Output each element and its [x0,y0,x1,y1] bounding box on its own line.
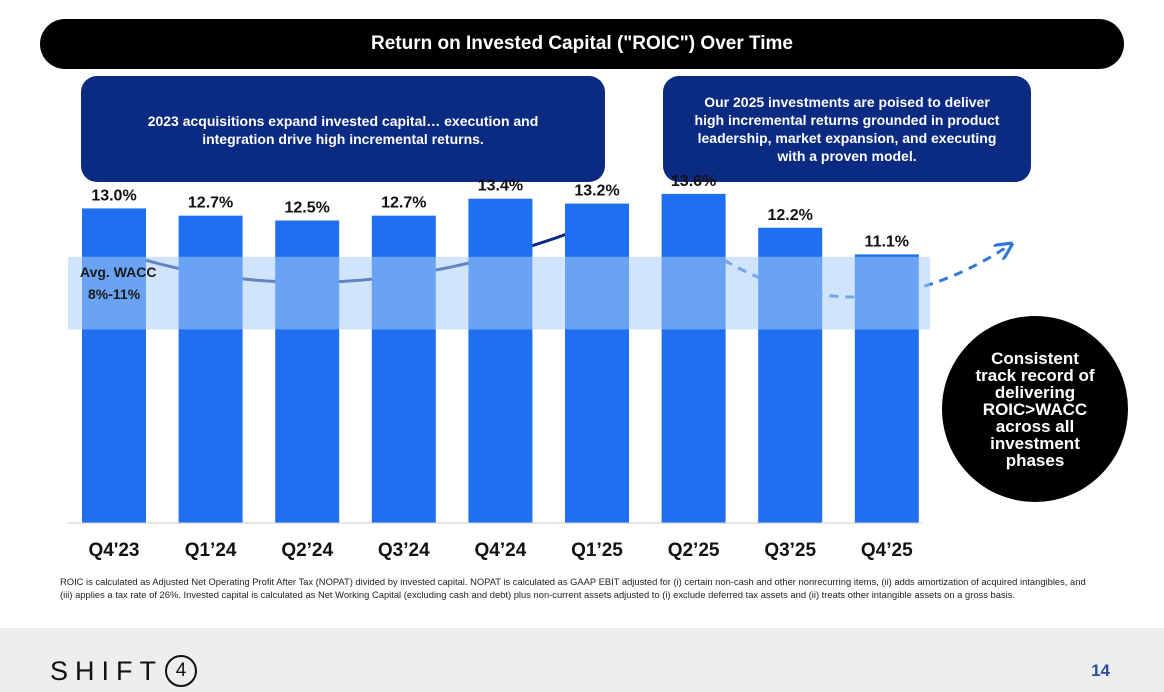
bar-5 [565,203,629,523]
category-label-7: Q3’25 [764,540,816,561]
footnote: ROIC is calculated as Adjusted Net Opera… [60,576,1086,600]
category-label-5: Q1’25 [571,540,623,561]
page-title: Return on Invested Capital ("ROIC") Over… [40,19,1124,69]
category-label-2: Q2’24 [281,540,333,561]
badge-line: investment [990,433,1080,453]
category-label-8: Q4’25 [861,540,913,561]
value-label-8: 11.1% [865,233,909,250]
callout-line: Our 2025 investments are poised to deliv… [704,94,990,110]
category-label-4: Q4’24 [475,540,527,561]
value-label-7: 12.2% [768,207,813,224]
roic-bar-chart: Avg. WACC 8%-11% 13.0% Q4'23 12.7% Q1’24 12.… [68,173,1164,561]
category-label-3: Q3’24 [378,540,430,561]
page-number: 14 [1091,661,1110,680]
wacc-band [68,256,930,330]
value-label-4: 13.4% [478,178,523,195]
value-label-5: 13.2% [574,183,619,200]
wacc-band-range: 8%-11% [88,286,141,302]
badge-line: ROIC>WACC [982,399,1088,419]
callout-line: leadership, market expansion, and execut… [697,130,997,146]
value-label-0: 13.0% [91,187,136,204]
badge-line: track record of [975,365,1095,385]
track-record-badge: Consistent track record of delivering RO… [942,316,1128,502]
category-label-6: Q2’25 [668,540,720,561]
callout-line: integration drive high incremental retur… [202,131,484,147]
badge-line: delivering [994,382,1076,402]
value-label-6: 13.6% [671,173,716,190]
callout-acquisitions: 2023 acquisitions expand invested capita… [81,76,605,182]
shift4-logo: SHIFT 4 [50,653,197,689]
badge-line: Consistent [991,348,1079,368]
bar-6 [661,193,726,523]
category-label-1: Q1’24 [185,540,237,561]
badge-line: across all [995,416,1075,436]
footer [0,628,1164,692]
logo-text: SHIFT [50,655,163,686]
bar-0 [82,208,146,523]
callout-line: 2023 acquisitions expand invested capita… [147,113,539,129]
wacc-band-label: Avg. WACC [80,264,156,280]
category-label-0: Q4'23 [89,540,140,561]
callout-investments: Our 2025 investments are poised to deliv… [663,76,1031,182]
badge-line: phases [1005,450,1065,470]
logo-mark: 4 [165,655,197,687]
callout-line: with a proven model. [777,148,917,164]
value-label-1: 12.7% [188,195,233,212]
bar-4 [468,198,533,523]
value-label-2: 12.5% [285,200,330,217]
callout-line: high incremental returns grounded in pro… [694,112,1000,128]
value-label-3: 12.7% [381,195,426,212]
